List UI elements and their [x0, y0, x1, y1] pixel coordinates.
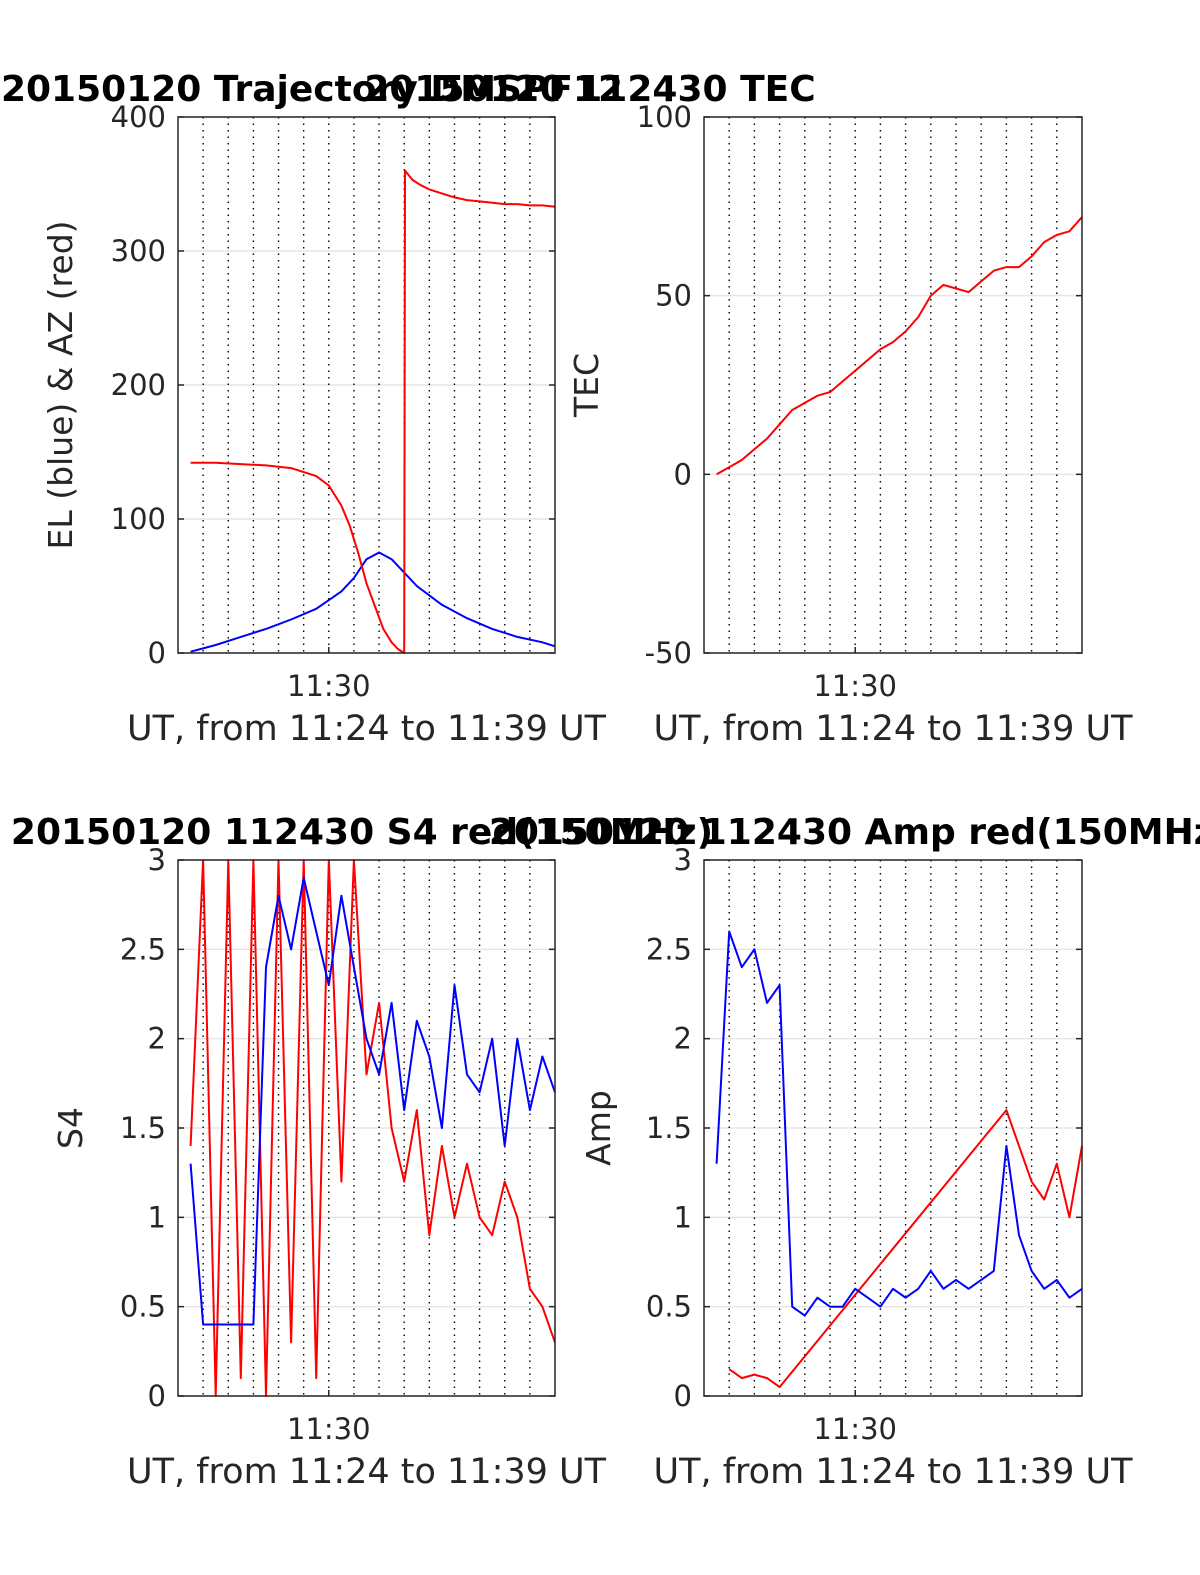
x-tick-label: 11:30: [813, 669, 897, 703]
y-tick-label: 2: [674, 1022, 692, 1056]
series-line-1: [716, 216, 1083, 476]
y-axis-label: TEC: [567, 353, 606, 418]
y-tick-label: 100: [637, 100, 692, 134]
x-axis-label: UT, from 11:24 to 11:39 UT: [653, 709, 1133, 749]
y-tick-label: 1: [148, 1200, 166, 1234]
chart-title: 20150120 Trajectory DMSPF12: [1, 69, 623, 110]
chart-title: 20150120 112430 TEC: [364, 69, 815, 110]
y-tick-label: -50: [645, 636, 692, 670]
chart-title: 20150120 112430 S4 red(150MHz): [11, 812, 713, 853]
chart-panel-4: 0 0.5 1 1.5 2 2.5 3 11:30 UT, from 11:24 to 11:3…: [579, 843, 1133, 1492]
x-tick-label: 11:30: [287, 669, 371, 703]
series-line-2: [190, 169, 556, 654]
y-tick-label: 300: [111, 234, 166, 268]
chart-panel-2: -50 0 50 100 11:30 UT, from 11:24 to 11:39 UT…: [567, 100, 1133, 749]
chart-title: 20150120 112430 Amp red(150MHz): [489, 812, 1200, 853]
y-tick-label: 0.5: [646, 1290, 692, 1324]
x-tick-label: 11:30: [813, 1412, 897, 1446]
y-tick-label: 1.5: [120, 1111, 166, 1145]
y-axis-label: Amp: [579, 1090, 618, 1166]
axes-box: [703, 116, 1083, 654]
series-line-2: [189, 876, 556, 1326]
y-tick-label: 2.5: [646, 932, 692, 966]
y-tick-label: 0: [674, 1379, 692, 1413]
series-line-2: [715, 930, 1083, 1317]
series-line-1: [728, 1109, 1083, 1389]
x-tick-label: 11:30: [287, 1412, 371, 1446]
chart-panel-1: 0 100 200 300 400 11:30 UT, from 11:24 to 11:3…: [41, 100, 607, 749]
y-tick-label: 0: [674, 457, 692, 491]
y-tick-label: 100: [111, 502, 166, 536]
y-tick-label: 2: [148, 1022, 166, 1056]
y-tick-label: 0: [148, 636, 166, 670]
series-line-1: [189, 859, 556, 1397]
y-tick-label: 50: [655, 279, 692, 313]
y-tick-label: 200: [111, 368, 166, 402]
y-tick-label: 3: [148, 843, 166, 877]
plot-area: [704, 117, 1082, 653]
y-tick-label: 0: [148, 1379, 166, 1413]
x-axis-label: UT, from 11:24 to 11:39 UT: [653, 1452, 1133, 1492]
y-tick-label: 1.5: [646, 1111, 692, 1145]
y-tick-label: 0.5: [120, 1290, 166, 1324]
y-axis-label: S4: [51, 1107, 90, 1149]
y-tick-label: 2.5: [120, 932, 166, 966]
x-axis-label: UT, from 11:24 to 11:39 UT: [127, 709, 607, 749]
series-line-1: [190, 551, 556, 653]
y-axis-label: EL (blue) & AZ (red): [41, 220, 80, 549]
chart-panel-3: 0 0.5 1 1.5 2 2.5 3 11:30 UT, from 11:24 to 11:3…: [51, 843, 607, 1492]
x-axis-label: UT, from 11:24 to 11:39 UT: [127, 1452, 607, 1492]
y-tick-label: 1: [674, 1200, 692, 1234]
y-tick-label: 400: [111, 100, 166, 134]
y-tick-label: 3: [674, 843, 692, 877]
